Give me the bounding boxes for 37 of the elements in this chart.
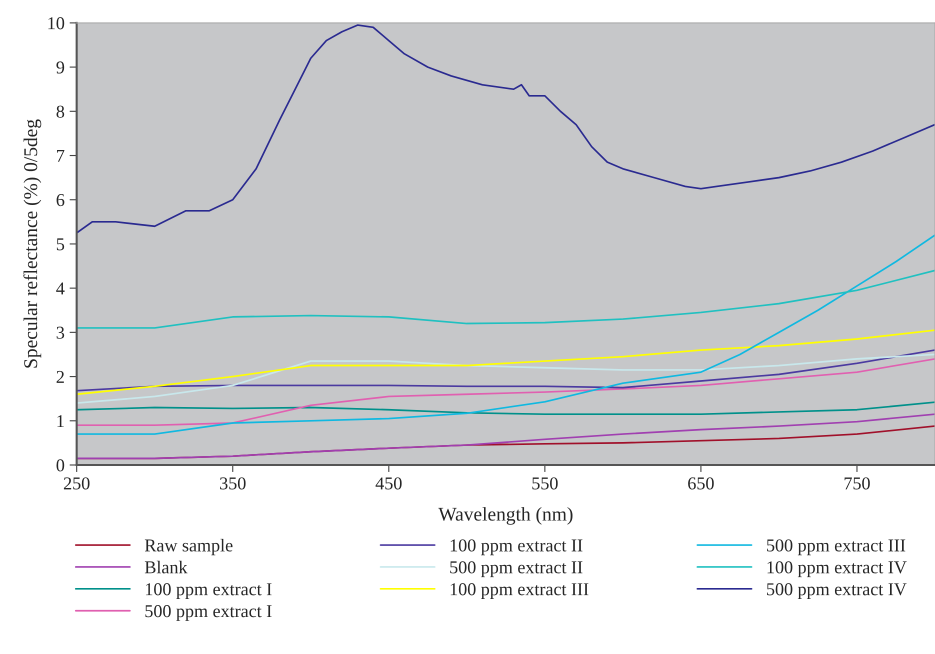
y-tick-label: 8 xyxy=(56,106,64,118)
y-tick-label: 10 xyxy=(48,17,64,30)
line-series xyxy=(76,401,935,415)
legend-label: 100 ppm extract II xyxy=(450,539,582,556)
line-series xyxy=(76,349,935,392)
x-tick-label: 250 xyxy=(64,477,90,490)
legend-label: 500 ppm extract III xyxy=(767,539,906,556)
y-tick-label: 1 xyxy=(57,415,64,428)
line-series xyxy=(76,413,935,460)
x-tick-label: 450 xyxy=(376,477,402,490)
x-tick-label: 650 xyxy=(688,477,714,490)
line-series xyxy=(76,358,935,426)
y-tick-label: 2 xyxy=(56,370,64,383)
legend-label: 500 ppm extract I xyxy=(145,605,272,621)
y-tick-label: 0 xyxy=(56,459,64,472)
legend-label: 100 ppm extract IV xyxy=(768,561,907,578)
line-series xyxy=(76,270,935,329)
line-series xyxy=(76,329,935,396)
y-tick-label: 6 xyxy=(56,194,64,206)
x-axis-title: Wavelength (nm) xyxy=(438,507,572,525)
y-tick-label: 9 xyxy=(56,61,64,74)
legend-label: 500 ppm extract IV xyxy=(767,583,907,600)
y-tick-label: 4 xyxy=(56,282,65,294)
legend-label: Blank xyxy=(144,560,188,574)
legend-label: 100 ppm extract I xyxy=(146,583,272,600)
line-series xyxy=(76,354,935,404)
y-tick-label: 5 xyxy=(56,238,64,250)
x-tick-label: 550 xyxy=(532,477,558,490)
y-tick-label: 7 xyxy=(57,150,64,162)
line-series xyxy=(76,234,935,435)
y-axis-title: Specular reflectance (%) 0/5deg xyxy=(23,119,42,368)
legend-label: 100 ppm extract III xyxy=(450,583,588,600)
x-tick-label: 350 xyxy=(220,477,246,490)
x-tick-label: 750 xyxy=(844,477,870,490)
legend-label: 500 ppm extract II xyxy=(450,561,582,578)
y-tick-label: 3 xyxy=(56,326,64,339)
legend-label: Raw sample xyxy=(144,538,232,556)
